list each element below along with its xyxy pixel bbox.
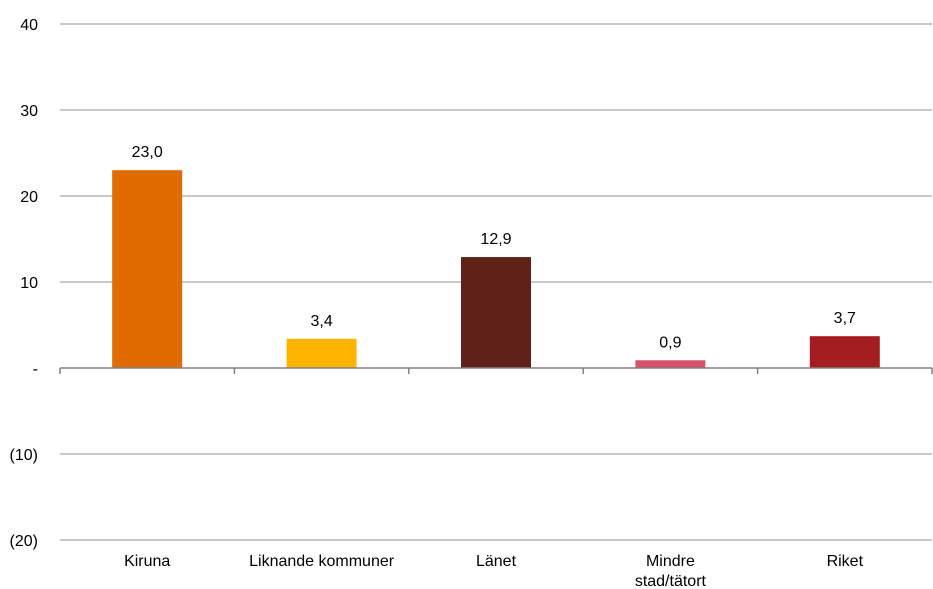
y-tick-label: 40 xyxy=(20,17,38,34)
category-label: Mindre stad/tätort xyxy=(635,553,707,589)
category-label: Kiruna xyxy=(124,553,170,570)
bar xyxy=(809,336,880,368)
category-labels: Kiruna Liknande kommuner Länet Mindre stad/t… xyxy=(124,553,864,589)
gridlines xyxy=(60,23,932,541)
bar xyxy=(112,170,183,368)
y-tick-label: (20) xyxy=(10,533,38,550)
y-tick-label: - xyxy=(33,361,38,378)
y-tick-label: 30 xyxy=(20,103,38,120)
data-label: 12,9 xyxy=(480,231,511,248)
data-labels: 23,0 3,4 12,9 0,9 3,7 xyxy=(132,144,856,351)
y-tick-label: 10 xyxy=(20,275,38,292)
x-axis xyxy=(59,367,933,374)
data-label: 23,0 xyxy=(132,144,163,161)
data-label: 0,9 xyxy=(659,334,681,351)
bar xyxy=(635,360,706,368)
category-label: Liknande kommuner xyxy=(249,553,395,570)
category-label: Länet xyxy=(476,553,517,570)
data-label: 3,4 xyxy=(310,313,332,330)
bar xyxy=(286,338,357,368)
y-tick-label: (10) xyxy=(10,447,38,464)
category-label: Riket xyxy=(827,553,864,570)
y-axis-tick-labels: 40 30 20 10 - (10) (20) xyxy=(10,17,39,550)
bars xyxy=(112,170,880,368)
y-tick-label: 20 xyxy=(20,189,38,206)
bar xyxy=(461,257,531,368)
data-label: 3,7 xyxy=(834,310,856,327)
